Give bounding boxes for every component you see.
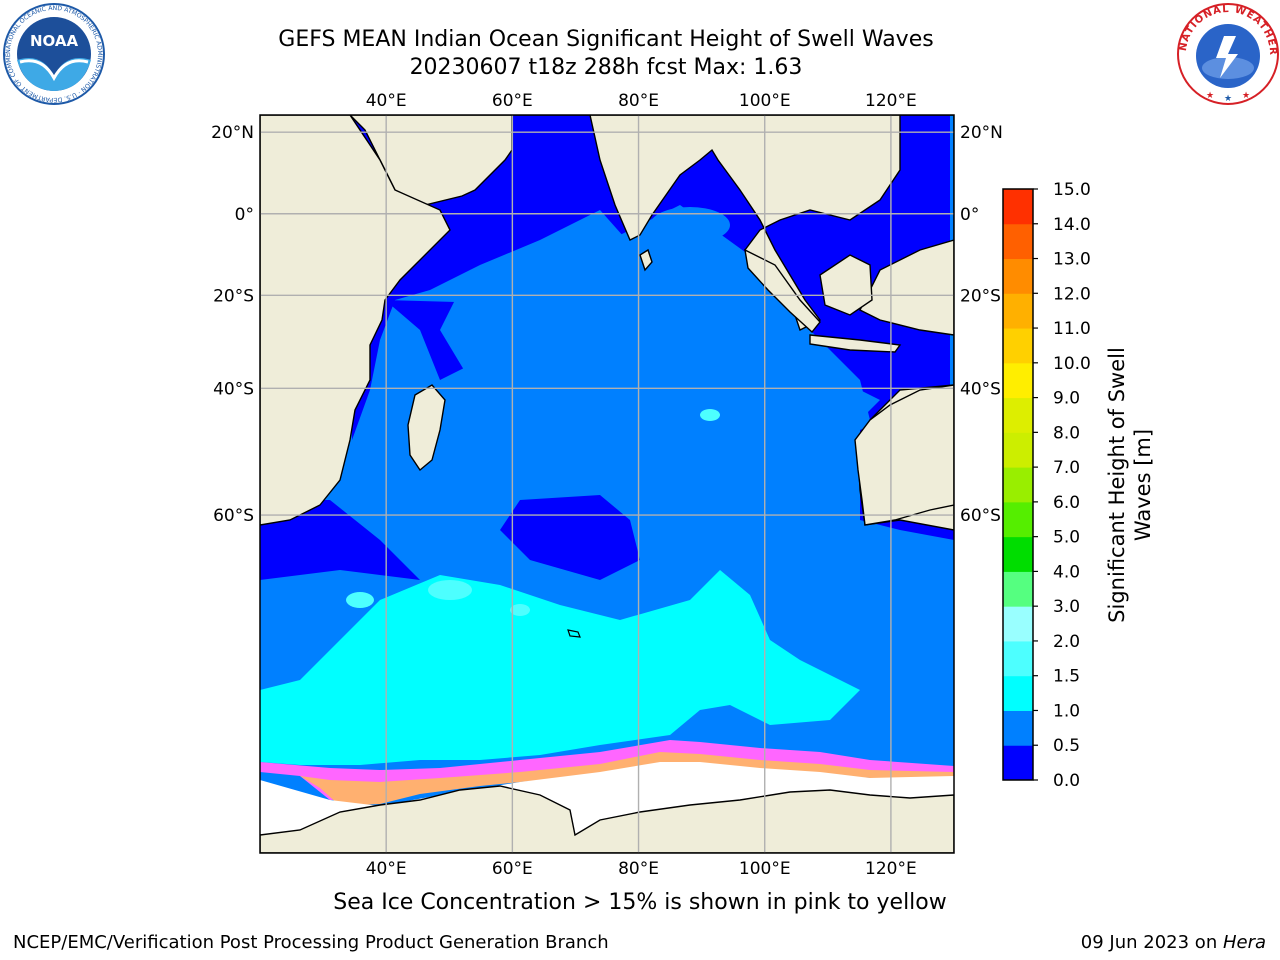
lat-tick-label-left: 40°S — [213, 379, 254, 399]
colorbar-swatch — [1003, 223, 1033, 260]
colorbar-label-line1: Significant Height of Swell — [1105, 347, 1129, 623]
map-gridlines — [260, 115, 954, 853]
colorbar-tick-label: 3.0 — [1053, 597, 1080, 617]
southwest-low-swell — [260, 500, 420, 580]
chart-subtitle: 20230607 t18z 288h fcst Max: 1.63 — [409, 55, 803, 80]
sea-ice-caption: Sea Ice Concentration > 15% is shown in … — [333, 890, 947, 915]
lat-tick-label-right: 0° — [960, 205, 979, 225]
colorbar-swatch — [1003, 397, 1033, 433]
colorbar-tick-label: 10.0 — [1053, 354, 1091, 374]
lat-tick-label-right: 20°N — [960, 123, 1003, 143]
land-masses — [260, 115, 954, 853]
colorbar-swatch — [1003, 606, 1033, 642]
lat-tick-label-left: 20°N — [211, 123, 254, 143]
lon-tick-label-bottom: 80°E — [618, 859, 659, 879]
colorbar-swatch — [1003, 432, 1033, 468]
lat-tick-label-left: 0° — [235, 205, 254, 225]
madagascar — [407, 384, 446, 472]
swell-highest-patches — [346, 409, 720, 616]
colorbar-tick-label: 11.0 — [1053, 319, 1091, 339]
africa-coast — [260, 115, 451, 526]
colorbar-tick-label: 2.0 — [1053, 632, 1080, 652]
lon-tick-label-top: 80°E — [618, 91, 659, 111]
colorbar: 0.0 0.5 1.0 1.5 2.0 3.0 4.0 5.0 6.0 7.0 8.0 9.0 10.0… — [1002, 180, 1091, 791]
lat-tick-label-left: 20°S — [213, 286, 254, 306]
map-plot-area — [260, 115, 954, 853]
colorbar-tick-label: 15.0 — [1053, 180, 1091, 200]
lon-tick-label-top: 40°E — [366, 91, 407, 111]
colorbar-tick-label: 6.0 — [1053, 493, 1080, 513]
lon-tick-label-bottom: 120°E — [865, 859, 917, 879]
colorbar-swatch — [1003, 710, 1033, 746]
colorbar-tick-label: 9.0 — [1053, 389, 1080, 409]
colorbar-tick-label: 5.0 — [1053, 528, 1080, 548]
colorbar-swatch — [1003, 571, 1033, 607]
kerguelen-island — [567, 629, 581, 638]
noaa-logo-text: NOAA — [30, 32, 79, 50]
lon-tick-label-bottom: 60°E — [492, 859, 533, 879]
colorbar-swatch — [1003, 467, 1033, 503]
borneo — [819, 254, 873, 316]
australia — [854, 384, 954, 526]
lat-tick-label-right: 20°S — [960, 286, 1001, 306]
lon-tick-label-top: 100°E — [739, 91, 791, 111]
colorbar-tick-label: 14.0 — [1053, 215, 1091, 235]
lat-tick-label-right: 40°S — [960, 379, 1001, 399]
colorbar-swatch — [1003, 501, 1033, 538]
colorbar-tick-label: 1.0 — [1053, 701, 1080, 721]
swell-mid-patches — [440, 205, 880, 420]
colorbar-swatch — [1003, 189, 1033, 225]
colorbar-swatch — [1003, 536, 1033, 572]
chart-title: GEFS MEAN Indian Ocean Significant Heigh… — [278, 27, 934, 52]
colorbar-tick-label: 12.0 — [1053, 284, 1091, 304]
sri-lanka — [639, 248, 653, 272]
lon-tick-label-top: 120°E — [865, 91, 917, 111]
lon-tick-label-bottom: 100°E — [739, 859, 791, 879]
colorbar-swatch — [1003, 362, 1033, 399]
java — [809, 334, 902, 353]
sumatra — [744, 248, 821, 334]
map-tick-labels: 40°E 40°E 60°E 60°E 80°E 80°E 100°E 100°E 120°E 1… — [211, 91, 1003, 879]
central-low-swell — [500, 495, 640, 580]
colorbar-tick-label: 13.0 — [1053, 250, 1091, 270]
colorbar-tick-label: 0.0 — [1053, 771, 1080, 791]
footer-branch: NCEP/EMC/Verification Post Processing Pr… — [13, 932, 609, 953]
colorbar-tick-label: 4.0 — [1053, 562, 1080, 582]
lat-tick-label-right: 60°S — [960, 506, 1001, 526]
svg-text:★: ★ — [1206, 91, 1214, 101]
noaa-logo: NATIONAL OCEANIC AND ATMOSPHERIC ADMINIS… — [2, 2, 105, 105]
colorbar-swatch — [1003, 328, 1033, 364]
map-frame — [259, 114, 955, 854]
lon-tick-label-top: 60°E — [492, 91, 533, 111]
colorbar-label-wrap: Significant Height of Swell Waves [m] — [1100, 335, 1160, 635]
svg-text:★: ★ — [1242, 91, 1250, 101]
footer-host: Hera — [1222, 932, 1266, 953]
footer-date-text: 09 Jun 2023 on — [1080, 932, 1223, 953]
colorbar-tick-label: 8.0 — [1053, 423, 1080, 443]
colorbar-tick-label: 0.5 — [1053, 736, 1080, 756]
lon-tick-label-bottom: 40°E — [366, 859, 407, 879]
colorbar-swatch — [1003, 640, 1033, 677]
colorbar-swatch — [1003, 293, 1033, 329]
colorbar-label: Significant Height of Swell Waves [m] — [1104, 325, 1156, 645]
lat-tick-label-left: 60°S — [213, 506, 254, 526]
swell-high-band — [260, 570, 860, 765]
svg-text:★: ★ — [1224, 94, 1232, 104]
footer-date: 09 Jun 2023 on Hera — [1081, 932, 1266, 953]
colorbar-swatch — [1003, 258, 1033, 294]
colorbar-tick-label: 1.5 — [1053, 667, 1080, 687]
nws-logo: NATIONAL WEATHER SERVICE ★ ★ ★ — [1176, 2, 1279, 105]
colorbar-label-line2: Waves [m] — [1131, 428, 1155, 542]
colorbar-swatch — [1003, 745, 1033, 781]
antarctica — [260, 785, 954, 853]
colorbar-tick-label: 7.0 — [1053, 458, 1080, 478]
colorbar-swatch — [1003, 675, 1033, 711]
colorbar-frame — [1002, 188, 1034, 781]
